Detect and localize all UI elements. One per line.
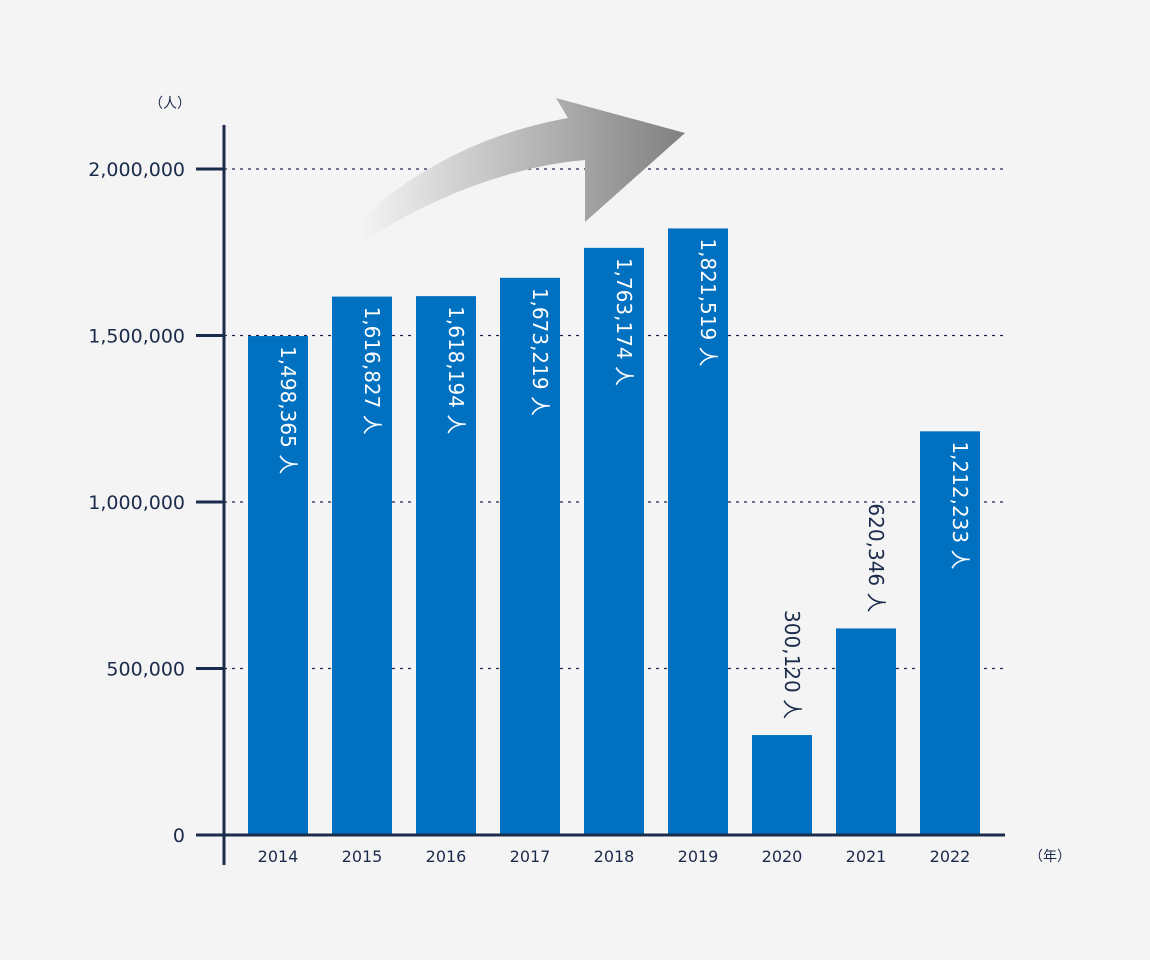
data-label: 1,763,174 人 — [612, 258, 636, 386]
x-tick-label: 2014 — [258, 847, 299, 866]
bar — [332, 296, 392, 835]
x-tick-label: 2018 — [594, 847, 635, 866]
data-labels: 1,498,365 人 1,616,827 人 1,618,194 人 1,673,2… — [276, 238, 972, 719]
data-label: 300,120 人 — [780, 610, 804, 719]
y-tick-label: 0 — [173, 825, 185, 847]
x-tick-label: 2016 — [426, 847, 467, 866]
data-label: 620,346 人 — [864, 503, 888, 612]
bar — [248, 336, 308, 835]
bar — [920, 431, 980, 835]
y-tick-label: 1,500,000 — [88, 326, 185, 348]
x-axis-unit-label: （年） — [1029, 849, 1071, 865]
bar — [752, 735, 812, 835]
trend-arrow-icon — [360, 98, 685, 245]
bar — [836, 628, 896, 835]
y-axis-ticks: 0 500,000 1,000,000 1,500,000 2,000,000 — [88, 159, 224, 847]
x-tick-label: 2022 — [930, 847, 971, 866]
x-tick-label: 2017 — [510, 847, 551, 866]
bar — [416, 296, 476, 836]
bar — [500, 277, 560, 835]
y-axis-unit-label: （人） — [149, 96, 191, 112]
y-tick-label: 1,000,000 — [88, 492, 185, 514]
x-axis-categories: 2014 2015 2016 2017 2018 2019 2020 2021 2022 — [258, 847, 971, 866]
data-label: 1,821,519 人 — [696, 238, 720, 366]
x-tick-label: 2020 — [762, 847, 803, 866]
data-label: 1,673,219 人 — [528, 288, 552, 416]
x-tick-label: 2015 — [342, 847, 383, 866]
y-tick-label: 500,000 — [106, 659, 185, 681]
data-label: 1,618,194 人 — [444, 306, 468, 434]
x-tick-label: 2021 — [846, 847, 887, 866]
data-label: 1,616,827 人 — [360, 307, 384, 435]
x-tick-label: 2019 — [678, 847, 719, 866]
axes — [196, 125, 1005, 865]
bar — [668, 228, 728, 835]
data-label: 1,498,365 人 — [276, 346, 300, 474]
bars — [248, 228, 980, 836]
bar — [584, 247, 644, 836]
y-tick-label: 2,000,000 — [88, 159, 185, 181]
data-label: 1,212,233 人 — [948, 441, 972, 569]
